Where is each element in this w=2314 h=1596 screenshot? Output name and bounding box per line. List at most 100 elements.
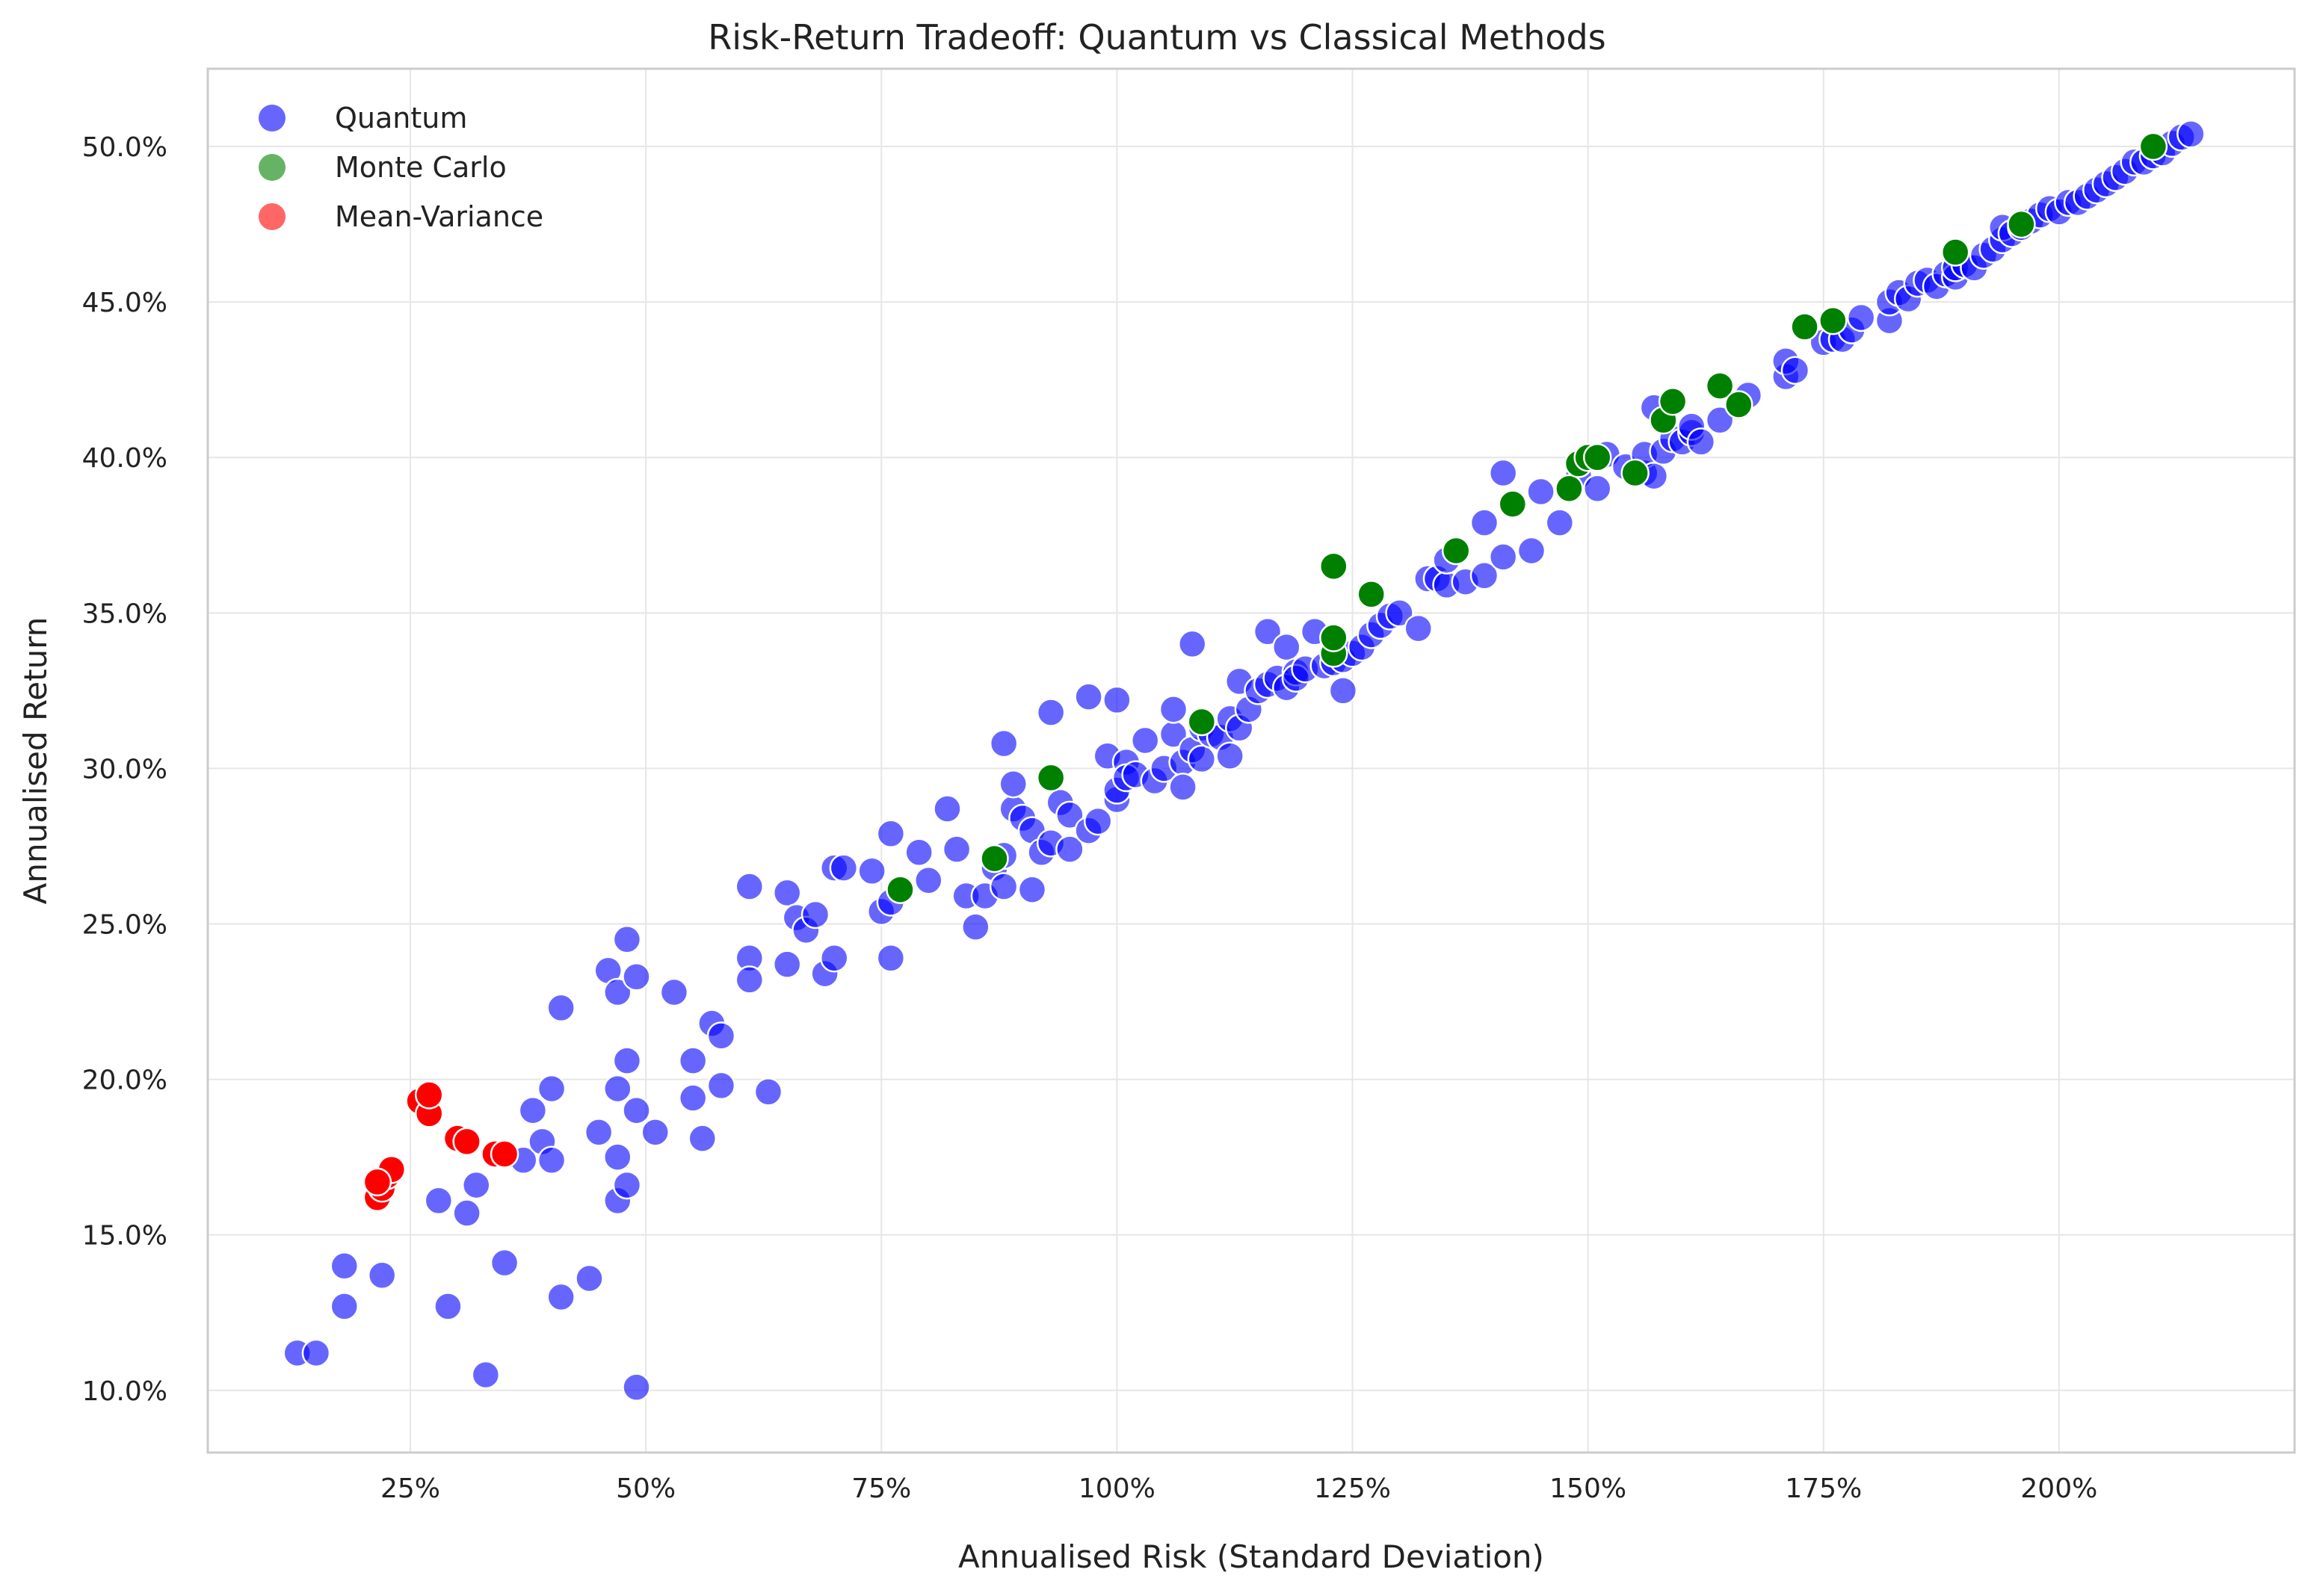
quantum-point	[1036, 698, 1066, 727]
quantum-point	[829, 853, 859, 882]
monte-carlo-point	[2138, 132, 2168, 161]
monte-carlo-point	[1357, 580, 1386, 609]
x-tick-label: 200%	[2020, 1473, 2097, 1504]
quantum-point	[914, 865, 943, 895]
quantum-point	[1582, 474, 1612, 504]
quantum-point	[1177, 629, 1207, 659]
quantum-point	[1102, 685, 1132, 715]
monte-carlo-point	[1582, 442, 1612, 472]
monte-carlo-legend-label: Monte Carlo	[335, 151, 507, 184]
quantum-point	[706, 1071, 736, 1101]
quantum-point	[612, 925, 642, 954]
y-tick-label: 25.0%	[82, 909, 167, 940]
quantum-point	[961, 912, 990, 941]
chart-title: Risk-Return Tradeoff: Quantum vs Classic…	[708, 17, 1605, 58]
quantum-point	[904, 838, 934, 867]
quantum-point	[1488, 458, 1518, 488]
quantum-point	[1328, 676, 1358, 705]
quantum-point	[1846, 303, 1876, 332]
monte-carlo-series	[886, 132, 2168, 904]
x-tick-label: 75%	[851, 1473, 911, 1504]
monte-carlo-point	[1498, 489, 1528, 519]
mean-variance-point	[490, 1139, 519, 1169]
quantum-point	[622, 1373, 651, 1402]
quantum-point	[1187, 744, 1217, 774]
quantum-point	[989, 872, 1019, 901]
quantum-point	[706, 1021, 736, 1051]
quantum-point	[1526, 477, 1555, 507]
y-tick-label: 10.0%	[82, 1376, 167, 1407]
quantum-legend-marker	[259, 105, 286, 132]
mean-variance-series	[362, 1080, 519, 1212]
quantum-point	[1517, 536, 1546, 566]
mean-variance-point	[362, 1167, 392, 1197]
quantum-point	[933, 794, 962, 823]
quantum-point	[1686, 427, 1716, 457]
mean-variance-point	[414, 1080, 444, 1110]
monte-carlo-point	[980, 844, 1009, 873]
quantum-point	[1083, 806, 1113, 836]
monte-carlo-point	[1036, 763, 1066, 793]
quantum-point	[1404, 613, 1433, 643]
quantum-point	[452, 1198, 481, 1228]
quantum-point	[1705, 406, 1735, 435]
y-axis-label: Annualised Return	[17, 617, 54, 905]
quantum-point	[1074, 682, 1103, 711]
quantum-point	[330, 1252, 360, 1281]
legend: Quantum Monte Carlo Mean-Variance	[259, 102, 543, 233]
quantum-point	[659, 977, 689, 1007]
quantum-point	[301, 1338, 331, 1368]
monte-carlo-point	[1620, 458, 1650, 488]
x-tick-label: 150%	[1549, 1473, 1626, 1504]
quantum-point	[688, 1124, 718, 1153]
quantum-point	[999, 769, 1028, 799]
quantum-series	[283, 120, 2206, 1402]
quantum-point	[1469, 508, 1499, 537]
monte-carlo-point	[2007, 209, 2036, 239]
quantum-point	[678, 1083, 708, 1113]
x-tick-label: 50%	[616, 1473, 676, 1504]
quantum-point	[546, 1282, 576, 1312]
quantum-point	[537, 1145, 567, 1175]
quantum-point	[819, 944, 849, 973]
quantum-point	[461, 1170, 491, 1200]
y-tick-label: 35.0%	[82, 598, 167, 629]
quantum-point	[641, 1118, 670, 1147]
quantum-point	[330, 1292, 360, 1321]
quantum-point	[1055, 835, 1085, 864]
quantum-point	[753, 1077, 783, 1107]
monte-carlo-point	[1658, 387, 1688, 416]
quantum-point	[603, 1074, 632, 1104]
mean-variance-point	[452, 1127, 481, 1157]
monte-carlo-point	[1818, 306, 1848, 335]
quantum-point	[1272, 632, 1301, 662]
quantum-point	[876, 944, 906, 973]
quantum-point	[546, 993, 576, 1023]
x-tick-label: 175%	[1785, 1473, 1862, 1504]
x-tick-label: 100%	[1079, 1473, 1156, 1504]
quantum-point	[622, 962, 651, 992]
quantum-point	[1130, 726, 1160, 755]
quantum-point	[1168, 773, 1197, 802]
quantum-point	[471, 1360, 501, 1390]
quantum-point	[612, 1170, 642, 1200]
quantum-point	[1780, 356, 1810, 385]
quantum-point	[518, 1095, 548, 1125]
quantum-point	[1545, 508, 1575, 537]
monte-carlo-point	[1724, 390, 1753, 419]
quantum-point	[490, 1248, 519, 1278]
monte-carlo-legend-marker	[259, 154, 286, 181]
quantum-point	[1215, 741, 1244, 771]
quantum-point	[942, 835, 972, 864]
quantum-point	[622, 1095, 651, 1125]
x-tick-label: 125%	[1314, 1473, 1391, 1504]
quantum-point	[772, 950, 802, 979]
quantum-point	[424, 1186, 454, 1216]
quantum-point	[1488, 542, 1518, 572]
quantum-point	[2176, 120, 2206, 149]
quantum-point	[1385, 598, 1414, 628]
y-tick-label: 30.0%	[82, 754, 167, 785]
monte-carlo-point	[1705, 371, 1735, 400]
quantum-point	[537, 1074, 567, 1104]
